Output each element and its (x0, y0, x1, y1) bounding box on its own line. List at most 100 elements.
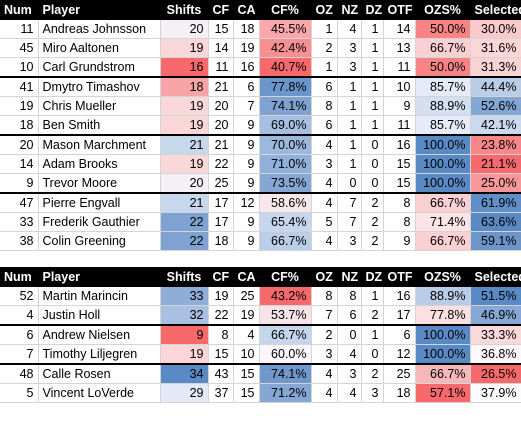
otf-cell: 16 (383, 286, 416, 306)
otf-cell: 15 (383, 173, 416, 194)
cf-pct-cell: 71.0% (259, 154, 312, 174)
nz-cell: 1 (337, 115, 362, 136)
ozs-pct-cell: 100.0% (415, 324, 471, 345)
ca-cell: 9 (233, 134, 260, 155)
column-header[interactable]: OZ (311, 267, 338, 287)
column-header[interactable]: CA (233, 267, 260, 287)
table-row[interactable]: 5 Vincent LoVerde 29 37 15 71.2% 4 4 3 18 57.1% 37.… (0, 383, 521, 403)
ca-cell: 9 (233, 154, 260, 174)
cf-cell: 21 (208, 134, 234, 155)
dz-cell: 2 (361, 305, 384, 326)
num-cell: 45 (0, 38, 39, 58)
ca-cell: 19 (233, 305, 260, 326)
table-row[interactable]: 6 Andrew Nielsen 9 8 4 66.7% 2 0 1 6 100.0% 33.3% (0, 324, 521, 345)
column-header[interactable]: Shifts (160, 0, 209, 20)
column-header[interactable]: Shifts (160, 267, 209, 287)
table-row[interactable]: 18 Ben Smith 19 20 9 69.0% 6 1 1 11 85.7% 42.1% (0, 115, 521, 136)
otf-cell: 17 (383, 305, 416, 326)
column-header[interactable]: Selected (470, 0, 521, 20)
nz-cell: 4 (337, 383, 362, 403)
selected-cell: 33.3% (470, 324, 521, 345)
dz-cell: 2 (361, 212, 384, 232)
table-row[interactable]: 38 Colin Greening 22 18 9 66.7% 4 3 2 9 66.7% 59.1% (0, 231, 521, 251)
player-cell: Mason Marchment (38, 134, 161, 155)
cf-pct-cell: 53.7% (259, 305, 312, 326)
column-header[interactable]: Player (38, 0, 161, 20)
oz-cell: 4 (311, 192, 338, 213)
column-header[interactable]: CF (208, 0, 234, 20)
table-row[interactable]: 20 Mason Marchment 21 21 9 70.0% 4 1 0 16 100.0% 23… (0, 134, 521, 155)
ca-cell: 15 (233, 363, 260, 384)
num-cell: 18 (0, 115, 39, 136)
column-header[interactable]: CA (233, 0, 260, 20)
dz-cell: 1 (361, 286, 384, 306)
table-row[interactable]: 52 Martin Marincin 33 19 25 43.2% 8 8 1 16 88.9% 51… (0, 286, 521, 306)
dz-cell: 1 (361, 57, 384, 78)
column-header[interactable]: OZ (311, 0, 338, 20)
column-header[interactable]: DZ (361, 0, 384, 20)
table-row[interactable]: 9 Trevor Moore 20 25 9 73.5% 4 0 0 15 100.0% 25.0% (0, 173, 521, 194)
table-row[interactable]: 4 Justin Holl 32 22 19 53.7% 7 6 2 17 77.8% 46.9% (0, 305, 521, 326)
ozs-pct-cell: 100.0% (415, 154, 471, 174)
selected-cell: 31.3% (470, 57, 521, 78)
ca-cell: 6 (233, 76, 260, 97)
oz-cell: 4 (311, 134, 338, 155)
column-header[interactable]: NZ (337, 0, 362, 20)
dz-cell: 2 (361, 363, 384, 384)
cf-cell: 8 (208, 324, 234, 345)
num-cell: 9 (0, 173, 39, 194)
dz-cell: 3 (361, 383, 384, 403)
table-row[interactable]: 33 Frederik Gauthier 22 17 9 65.4% 5 7 2 8 71.4% 63… (0, 212, 521, 232)
ca-cell: 10 (233, 344, 260, 365)
column-header[interactable]: Num (0, 267, 39, 287)
table-row[interactable]: 48 Calle Rosen 34 43 15 74.1% 4 3 2 25 66.7% 26.5% (0, 363, 521, 384)
nz-cell: 1 (337, 154, 362, 174)
table-row[interactable]: 47 Pierre Engvall 21 17 12 58.6% 4 7 2 8 66.7% 61.9… (0, 192, 521, 213)
shifts-cell: 22 (160, 212, 209, 232)
otf-cell: 18 (383, 383, 416, 403)
player-cell: Martin Marincin (38, 286, 161, 306)
nz-cell: 7 (337, 192, 362, 213)
table-row[interactable]: 14 Adam Brooks 19 22 9 71.0% 3 1 0 15 100.0% 21.1% (0, 154, 521, 174)
otf-cell: 9 (383, 96, 416, 116)
cf-cell: 11 (208, 57, 234, 78)
ozs-pct-cell: 71.4% (415, 212, 471, 232)
shifts-cell: 21 (160, 134, 209, 155)
column-header[interactable]: CF% (259, 267, 312, 287)
otf-cell: 9 (383, 231, 416, 251)
oz-cell: 8 (311, 286, 338, 306)
cf-cell: 20 (208, 115, 234, 136)
table-row[interactable]: 11 Andreas Johnsson 20 15 18 45.5% 1 4 1 14 50.0% 3… (0, 19, 521, 39)
oz-cell: 1 (311, 57, 338, 78)
column-header[interactable]: OZS% (415, 267, 471, 287)
otf-cell: 11 (383, 115, 416, 136)
player-cell: Miro Aaltonen (38, 38, 161, 58)
column-header[interactable]: OZS% (415, 0, 471, 20)
column-header[interactable]: CF% (259, 0, 312, 20)
table-row[interactable]: 19 Chris Mueller 19 20 7 74.1% 8 1 1 9 88.9% 52.6% (0, 96, 521, 116)
num-cell: 20 (0, 134, 39, 155)
cf-pct-cell: 65.4% (259, 212, 312, 232)
table-row[interactable]: 41 Dmytro Timashov 18 21 6 77.8% 6 1 1 10 85.7% 44.… (0, 76, 521, 97)
oz-cell: 5 (311, 212, 338, 232)
column-header[interactable]: Player (38, 267, 161, 287)
column-header[interactable]: NZ (337, 267, 362, 287)
column-header[interactable]: Selected (470, 267, 521, 287)
table-row[interactable]: 10 Carl Grundstrom 16 11 16 40.7% 1 3 1 11 50.0% 31… (0, 57, 521, 78)
table-row[interactable]: 45 Miro Aaltonen 19 14 19 42.4% 2 3 1 13 66.7% 31.6… (0, 38, 521, 58)
ozs-pct-cell: 50.0% (415, 57, 471, 78)
player-cell: Pierre Engvall (38, 192, 161, 213)
column-header[interactable]: DZ (361, 267, 384, 287)
ca-cell: 7 (233, 96, 260, 116)
player-cell: Frederik Gauthier (38, 212, 161, 232)
column-header[interactable]: OTF (383, 0, 416, 20)
table-row[interactable]: 7 Timothy Liljegren 19 15 10 60.0% 3 4 0 12 100.0%… (0, 344, 521, 365)
dz-cell: 2 (361, 231, 384, 251)
column-header[interactable]: Num (0, 0, 39, 20)
shifts-cell: 19 (160, 38, 209, 58)
num-cell: 10 (0, 57, 39, 78)
column-header[interactable]: CF (208, 267, 234, 287)
shifts-cell: 20 (160, 19, 209, 39)
dz-cell: 1 (361, 76, 384, 97)
column-header[interactable]: OTF (383, 267, 416, 287)
